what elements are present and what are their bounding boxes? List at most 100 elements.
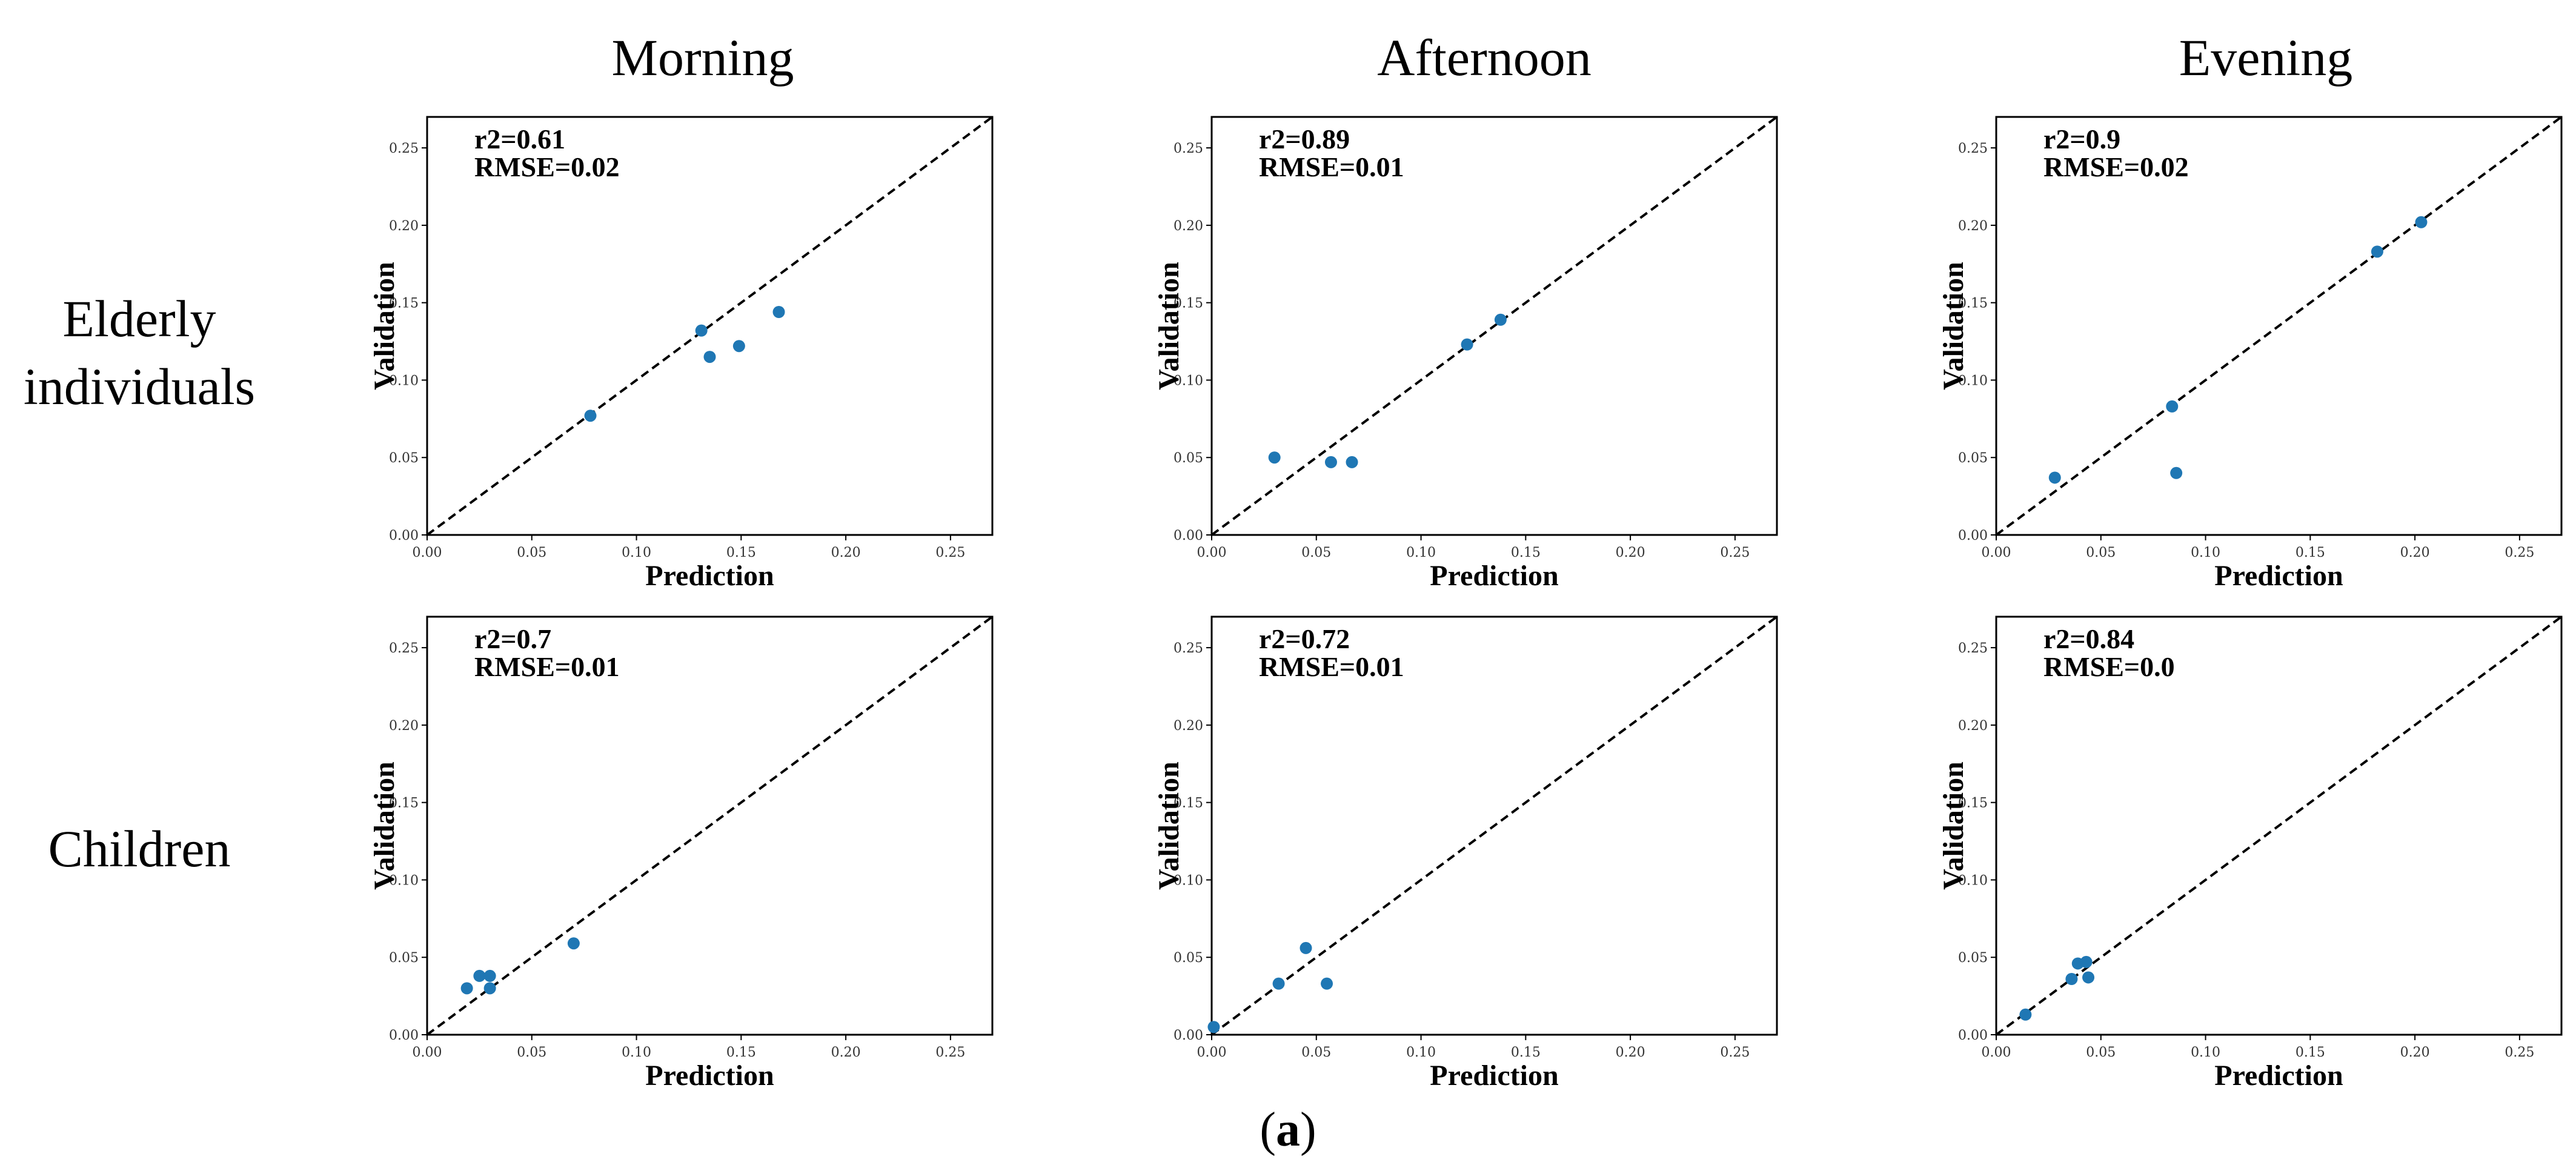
data-point bbox=[1494, 313, 1507, 326]
data-point bbox=[1321, 977, 1333, 990]
y-tick-label: 0.00 bbox=[389, 528, 419, 543]
x-tick-label: 0.25 bbox=[935, 1045, 965, 1060]
y-tick-label: 0.15 bbox=[1173, 796, 1203, 811]
x-tick-label: 0.10 bbox=[622, 545, 651, 560]
plot-frame bbox=[426, 116, 994, 536]
y-tick-label: 0.25 bbox=[1173, 141, 1203, 156]
data-point bbox=[1324, 456, 1337, 468]
scatter-plot-svg: 0.00 0.05 0.10 0.15 0.20 0.25 0.00 0.05 0.10 0.15… bbox=[368, 616, 994, 1092]
caption-close: ) bbox=[1300, 1103, 1316, 1156]
y-tick-label: 0.00 bbox=[1173, 1028, 1203, 1043]
rmse-annotation: RMSE=0.01 bbox=[1259, 651, 1404, 682]
x-tick-label: 0.15 bbox=[726, 545, 756, 560]
scatter-panel-elderly-afternoon: 0.00 0.05 0.10 0.15 0.20 0.25 0.00 0.05 0.10 0.15… bbox=[1112, 109, 1814, 594]
y-tick-label: 0.00 bbox=[389, 1028, 419, 1043]
r2-annotation: r2=0.72 bbox=[1259, 623, 1350, 654]
r2-annotation: r2=0.84 bbox=[2043, 623, 2134, 654]
y-axis-label: Validation bbox=[1937, 762, 1970, 890]
identity-line bbox=[1210, 116, 1778, 536]
data-point bbox=[1268, 451, 1281, 464]
data-point bbox=[483, 969, 496, 982]
x-tick-label: 0.05 bbox=[517, 545, 546, 560]
y-tick-label: 0.05 bbox=[1958, 451, 1988, 466]
x-tick-label: 0.25 bbox=[1720, 1045, 1750, 1060]
identity-line bbox=[426, 116, 994, 536]
data-point bbox=[2019, 1008, 2032, 1021]
x-tick-label: 0.15 bbox=[1511, 1045, 1541, 1060]
x-tick-label: 0.15 bbox=[1511, 545, 1541, 560]
y-tick-label: 0.00 bbox=[1958, 1028, 1988, 1043]
x-tick-label: 0.25 bbox=[2505, 1045, 2534, 1060]
y-tick-label: 0.05 bbox=[389, 451, 419, 466]
x-axis-label: Prediction bbox=[1430, 560, 1558, 592]
x-tick-label: 0.05 bbox=[1301, 545, 1331, 560]
rmse-annotation: RMSE=0.02 bbox=[474, 151, 620, 182]
r2-annotation: r2=0.61 bbox=[474, 124, 565, 154]
x-tick-label: 0.25 bbox=[1720, 545, 1750, 560]
x-tick-label: 0.20 bbox=[1616, 1045, 1645, 1060]
r2-annotation: r2=0.7 bbox=[474, 623, 551, 654]
data-point bbox=[732, 340, 745, 353]
row-label-elderly-line1: Elderly bbox=[62, 290, 216, 348]
data-point bbox=[473, 969, 486, 982]
x-tick-label: 0.20 bbox=[2400, 1045, 2430, 1060]
column-title-evening: Evening bbox=[2179, 28, 2353, 87]
data-point bbox=[2080, 955, 2093, 968]
row-label-elderly-line2: individuals bbox=[23, 357, 256, 416]
data-point bbox=[1300, 941, 1312, 954]
y-tick-label: 0.20 bbox=[1958, 718, 1988, 734]
y-tick-label: 0.20 bbox=[389, 718, 419, 734]
data-point bbox=[2371, 245, 2383, 258]
y-tick-label: 0.05 bbox=[1173, 951, 1203, 966]
x-tick-label: 0.00 bbox=[413, 1045, 442, 1060]
y-tick-label: 0.25 bbox=[1958, 641, 1988, 656]
x-tick-label: 0.00 bbox=[413, 545, 442, 560]
y-tick-label: 0.10 bbox=[1173, 873, 1203, 888]
scatter-plot-svg: 0.00 0.05 0.10 0.15 0.20 0.25 0.00 0.05 0.10 0.15… bbox=[1937, 116, 2563, 592]
identity-line bbox=[1995, 616, 2563, 1036]
x-tick-label: 0.25 bbox=[2505, 545, 2534, 560]
rmse-annotation: RMSE=0.01 bbox=[474, 651, 620, 682]
data-point bbox=[2065, 973, 2078, 985]
x-tick-label: 0.10 bbox=[2191, 1045, 2220, 1060]
r2-annotation: r2=0.89 bbox=[1259, 124, 1350, 154]
data-point bbox=[584, 410, 597, 422]
scatter-plot-svg: 0.00 0.05 0.10 0.15 0.20 0.25 0.00 0.05 0.10 0.15… bbox=[368, 116, 994, 592]
y-tick-label: 0.05 bbox=[1173, 451, 1203, 466]
y-axis-label: Validation bbox=[1153, 262, 1185, 390]
y-tick-label: 0.10 bbox=[1958, 873, 1988, 888]
rmse-annotation: RMSE=0.02 bbox=[2043, 151, 2189, 182]
caption-open: ( bbox=[1260, 1103, 1276, 1156]
x-axis-label: Prediction bbox=[2214, 1060, 2343, 1092]
y-tick-label: 0.20 bbox=[1173, 219, 1203, 234]
x-tick-label: 0.00 bbox=[1982, 545, 2011, 560]
data-point bbox=[1207, 1021, 1220, 1034]
data-point bbox=[772, 306, 785, 318]
rmse-annotation: RMSE=0.0 bbox=[2043, 651, 2175, 682]
x-tick-label: 0.20 bbox=[831, 545, 861, 560]
y-axis-label: Validation bbox=[1937, 262, 1970, 390]
x-axis-label: Prediction bbox=[645, 560, 774, 592]
data-point bbox=[567, 937, 580, 950]
y-tick-label: 0.10 bbox=[1958, 373, 1988, 388]
x-tick-label: 0.00 bbox=[1197, 545, 1227, 560]
scatter-panel-elderly-evening: 0.00 0.05 0.10 0.15 0.20 0.25 0.00 0.05 0.10 0.15… bbox=[1896, 109, 2576, 594]
x-tick-label: 0.05 bbox=[517, 1045, 546, 1060]
y-axis-label: Validation bbox=[1153, 762, 1185, 890]
x-tick-label: 0.05 bbox=[2086, 1045, 2116, 1060]
plot-frame bbox=[1210, 116, 1778, 536]
row-label-children-line1: Children bbox=[48, 820, 231, 878]
y-tick-label: 0.00 bbox=[1173, 528, 1203, 543]
data-point bbox=[2082, 971, 2095, 984]
y-tick-label: 0.10 bbox=[1173, 373, 1203, 388]
y-tick-label: 0.15 bbox=[1958, 796, 1988, 811]
scatter-panel-children-morning: 0.00 0.05 0.10 0.15 0.20 0.25 0.00 0.05 0.10 0.15… bbox=[327, 609, 1030, 1093]
x-axis-label: Prediction bbox=[645, 1060, 774, 1092]
x-tick-label: 0.10 bbox=[2191, 545, 2220, 560]
y-tick-label: 0.05 bbox=[389, 951, 419, 966]
y-tick-label: 0.00 bbox=[1958, 528, 1988, 543]
scatter-panel-elderly-morning: 0.00 0.05 0.10 0.15 0.20 0.25 0.00 0.05 0.10 0.15… bbox=[327, 109, 1030, 594]
data-point bbox=[2048, 471, 2061, 484]
y-tick-label: 0.15 bbox=[1958, 296, 1988, 311]
y-tick-label: 0.05 bbox=[1958, 951, 1988, 966]
